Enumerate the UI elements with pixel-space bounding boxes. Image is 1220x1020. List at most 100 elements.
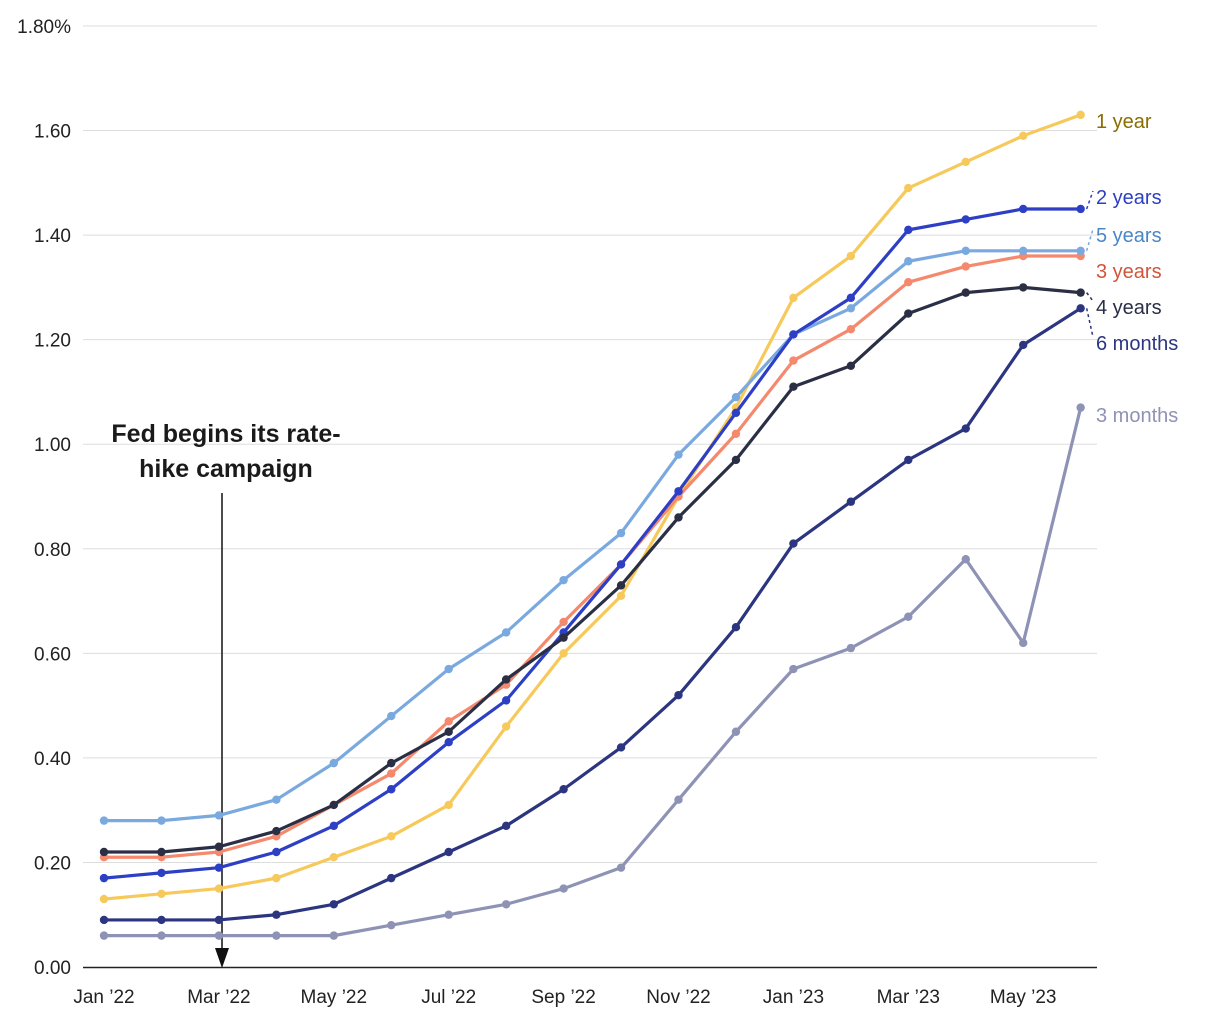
series-6-months — [99, 304, 1085, 925]
series-label: 5 years — [1096, 225, 1162, 247]
data-point — [444, 727, 453, 736]
x-axis-labels: Jan ’22 Mar ’22 May ’22 Jul ’22 Sep ’22 Nov ’… — [73, 987, 1056, 1008]
label-leader — [1086, 292, 1094, 302]
data-point — [387, 873, 396, 883]
data-point — [731, 408, 741, 418]
data-point — [1019, 283, 1028, 292]
data-point — [272, 795, 281, 804]
y-tick-label: 1.00 — [34, 435, 71, 456]
series-1-year — [99, 110, 1085, 904]
data-point — [214, 863, 224, 872]
data-point — [272, 826, 281, 836]
series-label: 6 months — [1096, 333, 1178, 355]
data-point — [329, 758, 338, 768]
data-point — [674, 513, 683, 522]
data-point — [157, 816, 166, 825]
data-point — [846, 325, 856, 334]
data-point — [157, 868, 166, 878]
data-point — [99, 894, 109, 904]
data-point — [501, 722, 511, 731]
data-point — [272, 910, 281, 919]
grid-lines — [83, 25, 1097, 863]
data-point — [731, 429, 741, 438]
label-leader — [1085, 190, 1094, 210]
data-point — [99, 847, 109, 857]
data-point — [444, 664, 453, 674]
data-point — [1076, 204, 1085, 214]
data-point — [904, 183, 913, 193]
data-point — [99, 873, 109, 883]
data-point — [501, 900, 511, 909]
data-point — [674, 690, 683, 700]
data-point — [961, 262, 970, 271]
data-point — [789, 330, 798, 339]
data-point — [1076, 403, 1085, 412]
data-point — [846, 251, 856, 261]
annotation-line-1: Fed begins its rate- — [111, 420, 340, 448]
series-line — [102, 113, 1083, 901]
data-point — [329, 821, 338, 831]
series-label: 1 year — [1096, 111, 1152, 133]
data-point — [157, 931, 166, 940]
data-point — [559, 633, 568, 642]
data-point — [157, 889, 166, 899]
data-point — [616, 863, 626, 872]
y-tick-label: 0.80 — [34, 540, 71, 561]
data-point — [961, 288, 970, 297]
data-point — [961, 555, 970, 564]
data-point — [272, 847, 281, 857]
data-point — [501, 675, 511, 684]
data-point — [1019, 131, 1028, 140]
data-point — [99, 915, 109, 925]
data-point — [1076, 246, 1085, 255]
data-point — [674, 795, 683, 804]
data-point — [731, 727, 741, 736]
data-point — [961, 424, 970, 433]
data-point — [1076, 110, 1085, 120]
data-point — [846, 497, 856, 506]
data-point — [616, 528, 626, 538]
data-point — [1076, 288, 1085, 297]
y-tick-label: 0.40 — [34, 749, 71, 770]
label-leader — [1085, 308, 1094, 338]
x-tick-label: Jan ’23 — [763, 987, 824, 1008]
data-point — [272, 931, 281, 940]
series-line — [102, 306, 1083, 922]
data-point — [157, 847, 166, 857]
data-point — [214, 884, 224, 893]
data-point — [214, 931, 224, 940]
data-point — [444, 738, 453, 747]
data-point — [329, 800, 338, 810]
data-point — [157, 915, 166, 925]
data-point — [674, 487, 683, 496]
data-point — [99, 816, 109, 825]
data-point — [789, 664, 798, 674]
series-4-years — [99, 283, 1085, 857]
series-line — [102, 254, 1083, 859]
data-point — [731, 622, 741, 632]
data-point — [1076, 304, 1085, 313]
series-label: 2 years — [1096, 187, 1162, 209]
y-tick-label: 1.20 — [34, 331, 71, 352]
data-point — [904, 225, 913, 235]
x-tick-label: Sep ’22 — [531, 987, 595, 1008]
data-point — [961, 246, 970, 255]
data-point — [387, 832, 396, 841]
label-leader — [1085, 228, 1094, 252]
data-point — [846, 304, 856, 313]
data-point — [444, 800, 453, 810]
data-point — [444, 847, 453, 857]
series-line — [102, 285, 1083, 854]
data-point — [674, 450, 683, 459]
data-point — [559, 617, 568, 627]
annotation-arrow-head — [215, 948, 229, 968]
data-point — [1019, 638, 1028, 648]
data-point — [789, 539, 798, 548]
data-point — [961, 157, 970, 167]
data-point — [904, 612, 913, 621]
series-label: 3 years — [1096, 261, 1162, 283]
data-point — [387, 758, 396, 768]
data-point — [789, 293, 798, 303]
data-point — [387, 711, 396, 721]
data-point — [616, 560, 626, 569]
